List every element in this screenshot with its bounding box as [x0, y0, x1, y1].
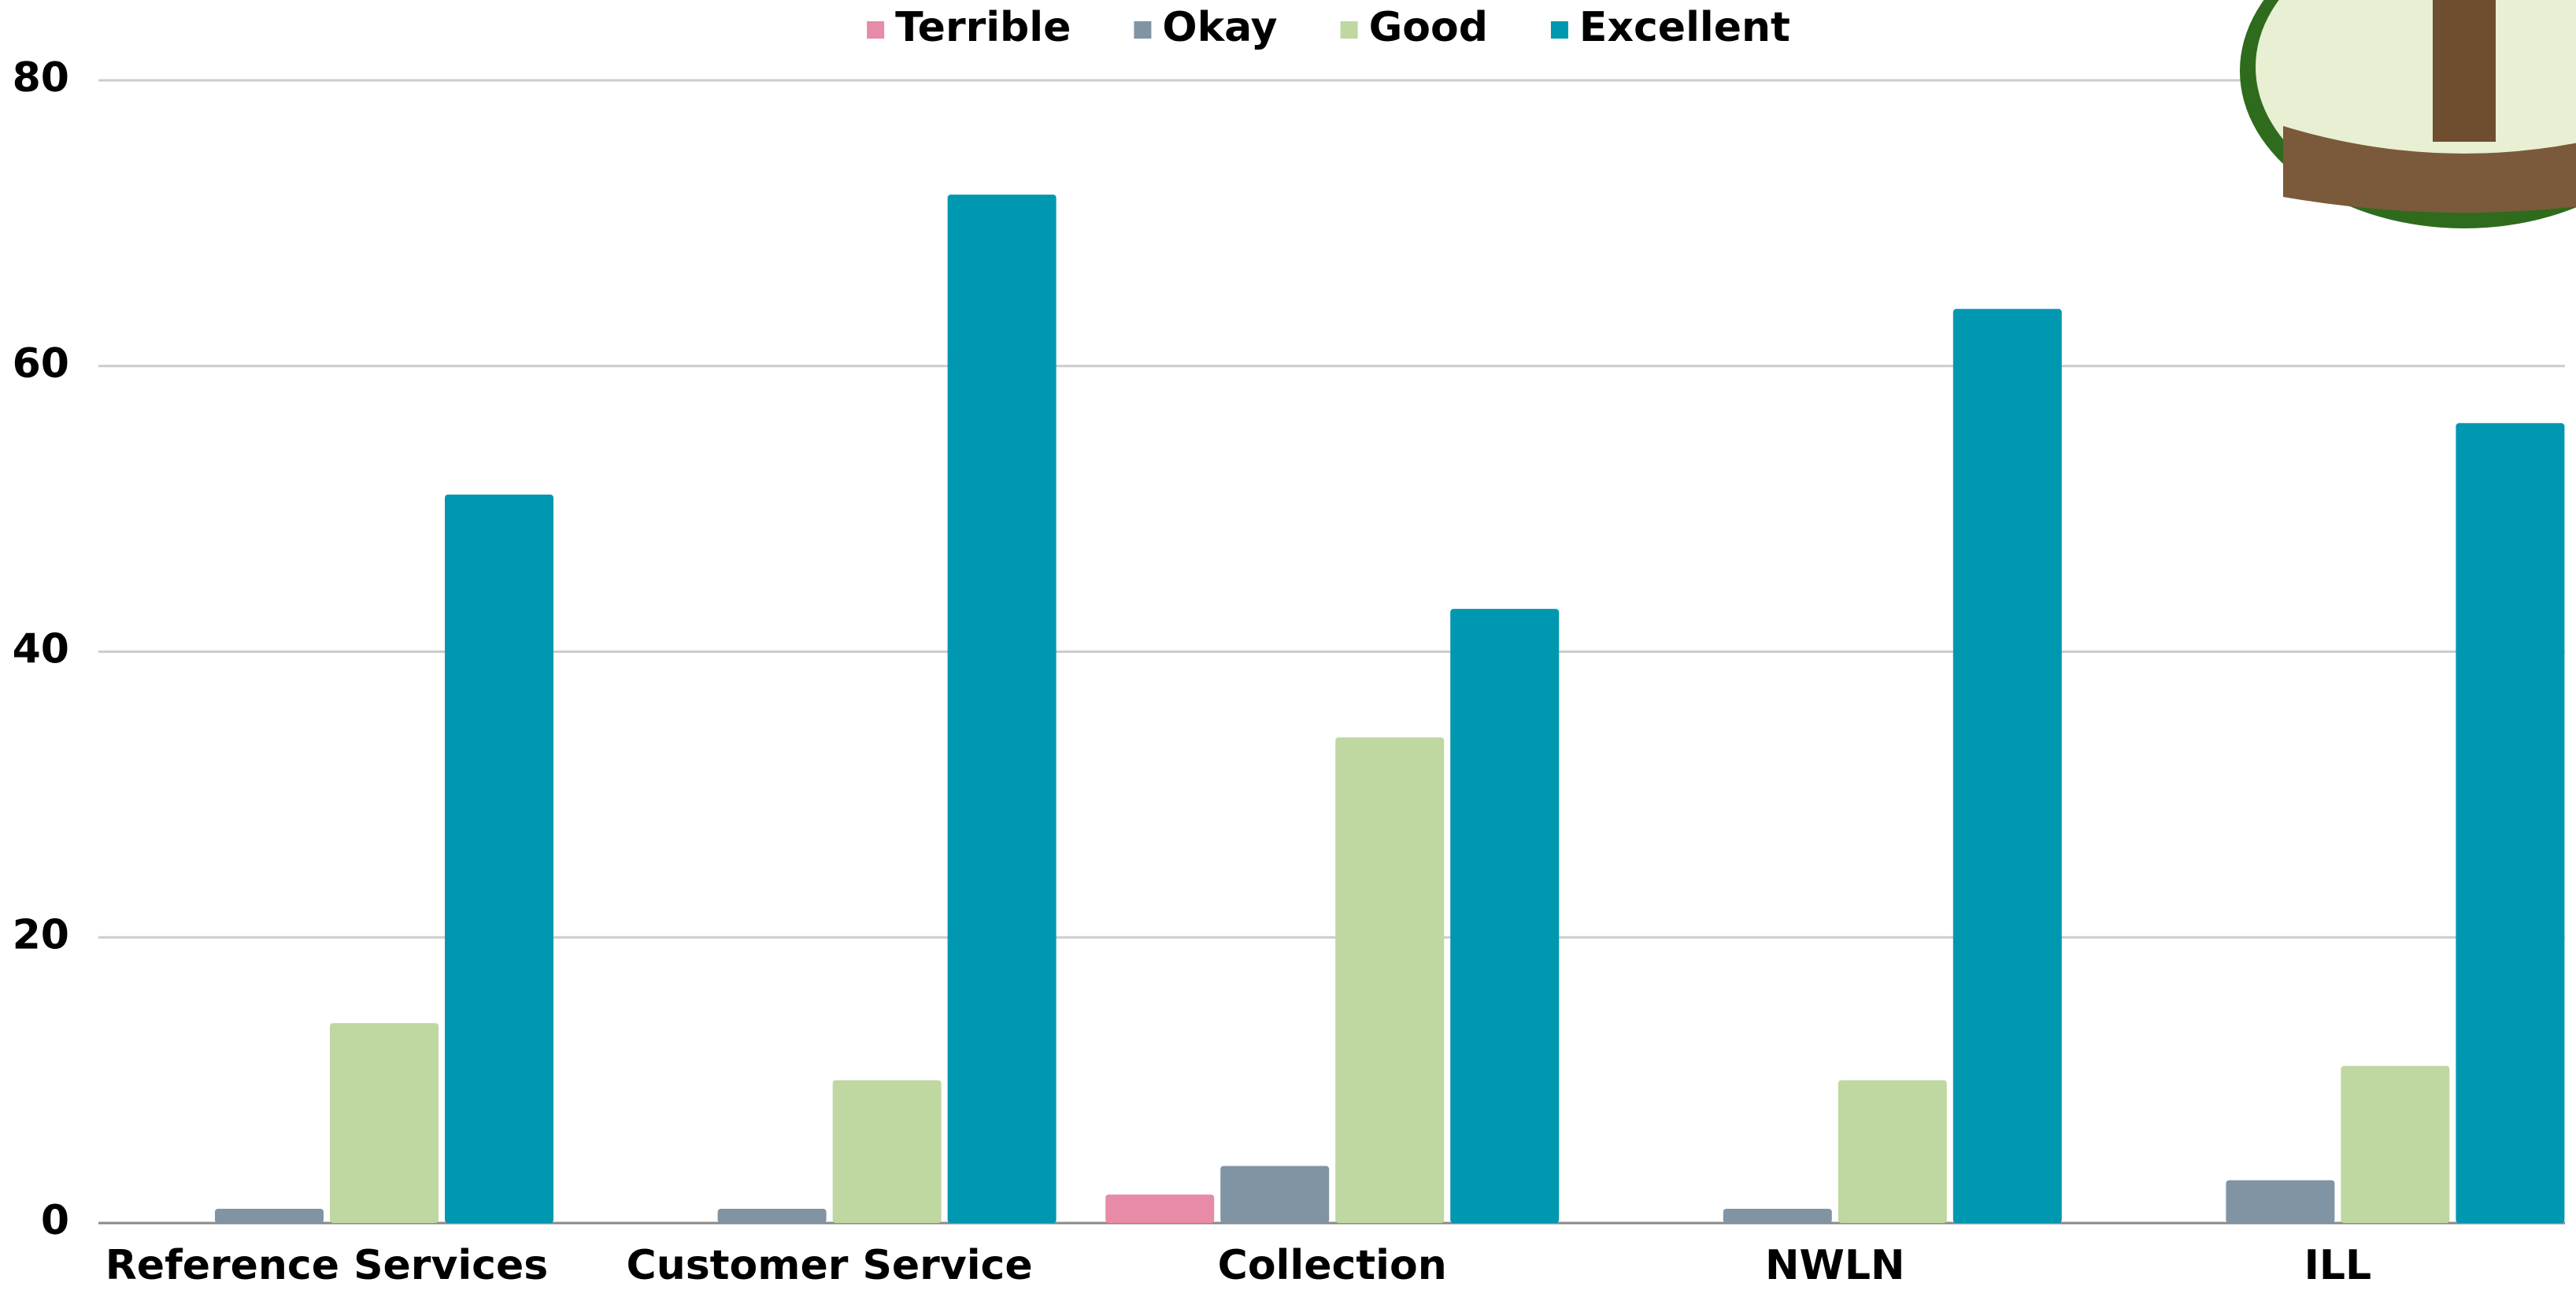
logo-ground — [2283, 126, 2576, 213]
y-tick-label: 80 — [13, 54, 69, 102]
y-tick-label: 40 — [13, 626, 69, 673]
bar — [2456, 423, 2565, 1223]
legend-swatch — [1550, 21, 1568, 39]
legend-label: Okay — [1162, 4, 1277, 51]
bar — [445, 494, 553, 1223]
legend-label: Excellent — [1579, 4, 1790, 51]
bar — [1105, 1194, 1215, 1223]
legend-swatch — [867, 21, 885, 39]
legend-swatch — [1134, 21, 1152, 39]
bar — [2341, 1066, 2450, 1223]
bar — [2226, 1180, 2335, 1223]
bar — [330, 1023, 439, 1223]
bar — [1838, 1080, 1947, 1223]
bar — [1220, 1166, 1330, 1223]
y-tick-label: 60 — [13, 340, 69, 387]
bar — [215, 1208, 324, 1223]
y-tick-label: 0 — [41, 1197, 69, 1244]
y-tick-label: 20 — [13, 911, 69, 958]
x-tick-label: NWLN — [1765, 1242, 1905, 1289]
bar — [1450, 609, 1560, 1223]
bar — [1723, 1208, 1832, 1223]
bar — [832, 1080, 942, 1223]
legend-label: Terrible — [895, 4, 1071, 51]
bar — [1952, 309, 2062, 1224]
legend-label: Good — [1369, 4, 1488, 51]
logo-tree — [2433, 0, 2496, 142]
bar — [947, 195, 1057, 1224]
x-tick-label: Reference Services — [105, 1242, 548, 1289]
bar — [1335, 737, 1445, 1223]
bar — [717, 1208, 827, 1223]
legend-swatch — [1340, 21, 1358, 39]
x-tick-label: Collection — [1218, 1242, 1447, 1289]
library-logo — [2240, 0, 2576, 228]
x-tick-label: ILL — [2304, 1242, 2372, 1289]
x-tick-label: Customer Service — [627, 1242, 1033, 1289]
